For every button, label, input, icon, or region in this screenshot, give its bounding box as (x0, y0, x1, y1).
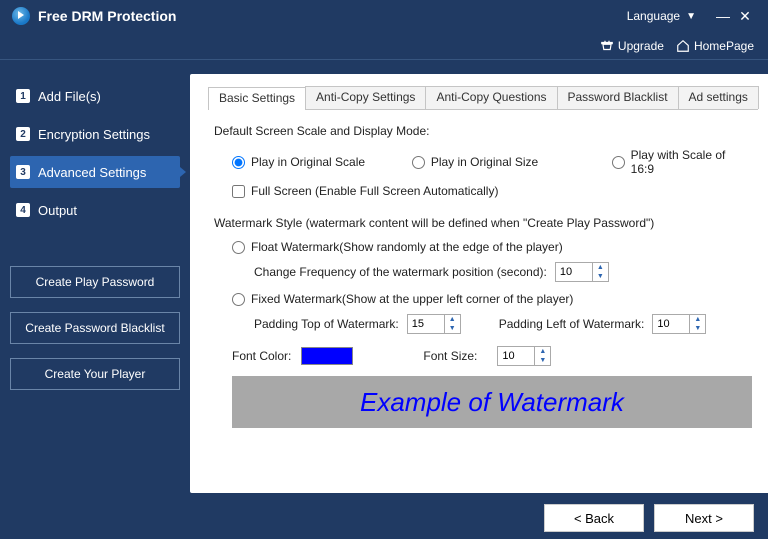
homepage-button[interactable]: HomePage (676, 39, 754, 53)
font-color-picker[interactable] (301, 347, 353, 365)
tab[interactable]: Basic Settings (208, 87, 306, 110)
spin-down-icon[interactable]: ▼ (445, 324, 460, 333)
watermark-heading: Watermark Style (watermark content will … (214, 216, 752, 230)
font-size-label: Font Size: (423, 349, 477, 363)
back-button[interactable]: < Back (544, 504, 644, 532)
sidebar: 1 Add File(s) 2 Encryption Settings 3 Advance… (0, 60, 190, 497)
radio-original-size[interactable]: Play in Original Size (412, 148, 612, 176)
step-label: Encryption Settings (38, 127, 150, 142)
action-button[interactable]: Create Password Blacklist (10, 312, 180, 344)
tab-content: Default Screen Scale and Display Mode: P… (208, 110, 758, 483)
spin-down-icon[interactable]: ▼ (593, 272, 608, 281)
radio-fixed-input[interactable] (232, 293, 245, 306)
freq-spinner[interactable]: ▲▼ (555, 262, 609, 282)
action-button[interactable]: Create Play Password (10, 266, 180, 298)
padleft-spinner[interactable]: ▲▼ (652, 314, 706, 334)
footer: < Back Next > (0, 497, 768, 539)
minimize-button[interactable]: — (712, 8, 734, 24)
close-button[interactable]: ✕ (734, 8, 756, 25)
spin-down-icon[interactable]: ▼ (535, 356, 550, 365)
spin-up-icon[interactable]: ▲ (593, 263, 608, 272)
padtop-input[interactable] (408, 315, 444, 333)
radio-label: Play with Scale of 16:9 (631, 148, 752, 176)
tab[interactable]: Ad settings (678, 86, 759, 109)
step-label: Add File(s) (38, 89, 101, 104)
radio-float-input[interactable] (232, 241, 245, 254)
fullscreen-checkbox-input[interactable] (232, 185, 245, 198)
padleft-label: Padding Left of Watermark: (499, 317, 645, 331)
font-color-label: Font Color: (232, 349, 291, 363)
spin-up-icon[interactable]: ▲ (445, 315, 460, 324)
home-icon (676, 39, 690, 53)
radio-label: Play in Original Size (431, 155, 538, 169)
app-logo-icon (12, 7, 30, 25)
fullscreen-label: Full Screen (Enable Full Screen Automati… (251, 184, 498, 198)
step-label: Output (38, 203, 77, 218)
sidebar-step-3[interactable]: 3 Advanced Settings (10, 156, 180, 188)
sidebar-step-1[interactable]: 1 Add File(s) (10, 80, 180, 112)
font-size-spinner[interactable]: ▲▼ (497, 346, 551, 366)
language-button[interactable]: Language (627, 9, 680, 23)
language-dropdown-icon[interactable]: ▼ (686, 11, 696, 22)
upgrade-button[interactable]: Upgrade (600, 39, 664, 53)
app-title: Free DRM Protection (38, 8, 627, 24)
step-number: 4 (16, 203, 30, 217)
spin-up-icon[interactable]: ▲ (535, 347, 550, 356)
padtop-label: Padding Top of Watermark: (254, 317, 399, 331)
fullscreen-checkbox[interactable]: Full Screen (Enable Full Screen Automati… (232, 184, 752, 198)
tab[interactable]: Password Blacklist (557, 86, 679, 109)
step-number: 2 (16, 127, 30, 141)
next-button[interactable]: Next > (654, 504, 754, 532)
radio-original-size-input[interactable] (412, 156, 425, 169)
spin-up-icon[interactable]: ▲ (690, 315, 705, 324)
radio-float-watermark[interactable]: Float Watermark(Show randomly at the edg… (232, 240, 752, 254)
fixed-label: Fixed Watermark(Show at the upper left c… (251, 292, 573, 306)
watermark-example: Example of Watermark (232, 376, 752, 428)
homepage-label: HomePage (694, 39, 754, 53)
radio-scale-169[interactable]: Play with Scale of 16:9 (612, 148, 752, 176)
freq-label: Change Frequency of the watermark positi… (254, 265, 547, 279)
scale-heading: Default Screen Scale and Display Mode: (214, 124, 752, 138)
padleft-input[interactable] (653, 315, 689, 333)
radio-original-scale-input[interactable] (232, 156, 245, 169)
main-panel: Basic SettingsAnti-Copy SettingsAnti-Cop… (190, 74, 768, 493)
radio-fixed-watermark[interactable]: Fixed Watermark(Show at the upper left c… (232, 292, 752, 306)
sidebar-step-4[interactable]: 4 Output (10, 194, 180, 226)
step-label: Advanced Settings (38, 165, 146, 180)
tab[interactable]: Anti-Copy Questions (425, 86, 557, 109)
action-button[interactable]: Create Your Player (10, 358, 180, 390)
font-size-input[interactable] (498, 347, 534, 365)
tab[interactable]: Anti-Copy Settings (305, 86, 426, 109)
tab-strip: Basic SettingsAnti-Copy SettingsAnti-Cop… (208, 86, 758, 110)
radio-original-scale[interactable]: Play in Original Scale (232, 148, 412, 176)
radio-label: Play in Original Scale (251, 155, 365, 169)
sidebar-step-2[interactable]: 2 Encryption Settings (10, 118, 180, 150)
freq-input[interactable] (556, 263, 592, 281)
upgrade-label: Upgrade (618, 39, 664, 53)
padtop-spinner[interactable]: ▲▼ (407, 314, 461, 334)
radio-scale-169-input[interactable] (612, 156, 625, 169)
basket-icon (600, 39, 614, 53)
spin-down-icon[interactable]: ▼ (690, 324, 705, 333)
title-bar: Free DRM Protection Language ▼ — ✕ (0, 0, 768, 32)
toolbar: Upgrade HomePage (0, 32, 768, 60)
step-number: 1 (16, 89, 30, 103)
float-label: Float Watermark(Show randomly at the edg… (251, 240, 563, 254)
step-number: 3 (16, 165, 30, 179)
